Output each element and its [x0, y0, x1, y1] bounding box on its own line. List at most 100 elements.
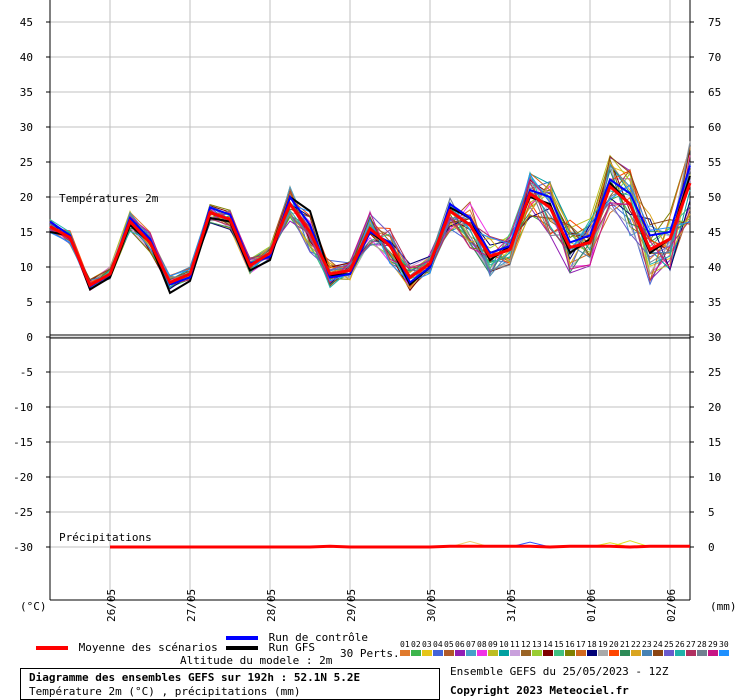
pert-id-14: 14	[543, 640, 553, 649]
pert-swatch-29	[708, 650, 718, 656]
footer-title: Diagramme des ensembles GEFS sur 192h : …	[29, 671, 361, 684]
pert-swatch-01	[400, 650, 410, 656]
pert-id-28: 28	[697, 640, 707, 649]
pert-id-23: 23	[642, 640, 652, 649]
right-tick-label: 35	[708, 296, 721, 309]
x-tick-label: 31/05	[505, 589, 518, 622]
pert-swatch-05	[444, 650, 454, 656]
pert-id-29: 29	[708, 640, 718, 649]
pert-id-20: 20	[609, 640, 619, 649]
pert-id-10: 10	[499, 640, 509, 649]
pert-swatch-18	[587, 650, 597, 656]
pert-swatch-13	[532, 650, 542, 656]
pert-id-01: 01	[400, 640, 410, 649]
left-tick-label: 40	[20, 51, 33, 64]
mean-swatch	[36, 646, 68, 650]
left-tick-label: 5	[26, 296, 33, 309]
legend-control-label: Run de contrôle	[268, 631, 368, 644]
right-tick-label: 65	[708, 86, 721, 99]
pert-id-21: 21	[620, 640, 630, 649]
right-tick-label: 75	[708, 16, 721, 29]
precip-perturbation-line	[609, 540, 651, 548]
left-tick-label: -10	[13, 401, 33, 414]
precip-panel-label: Précipitations	[59, 531, 152, 544]
pert-id-03: 03	[422, 640, 432, 649]
left-tick-label: -15	[13, 436, 33, 449]
ensemble-run-label: Ensemble GEFS du 25/05/2023 - 12Z	[450, 665, 669, 678]
left-unit-label: (°C)	[20, 600, 47, 613]
right-tick-label: 25	[708, 366, 721, 379]
pert-swatch-15	[554, 650, 564, 656]
pert-id-15: 15	[554, 640, 564, 649]
pert-swatch-12	[521, 650, 531, 656]
right-tick-label: 70	[708, 51, 721, 64]
pert-swatch-03	[422, 650, 432, 656]
pert-swatch-26	[675, 650, 685, 656]
left-tick-label: 20	[20, 191, 33, 204]
pert-swatch-16	[565, 650, 575, 656]
pert-id-08: 08	[477, 640, 487, 649]
pert-id-27: 27	[686, 640, 696, 649]
legend-mean-label: Moyenne des scénarios	[78, 641, 218, 654]
axes	[46, 0, 694, 601]
pert-id-09: 09	[488, 640, 498, 649]
pert-swatch-24	[653, 650, 663, 656]
pert-swatch-04	[433, 650, 443, 656]
pert-id-02: 02	[411, 640, 421, 649]
left-tick-label: -5	[20, 366, 33, 379]
right-tick-label: 60	[708, 121, 721, 134]
pert-id-13: 13	[532, 640, 542, 649]
pert-id-17: 17	[576, 640, 586, 649]
grid-lines	[50, 0, 690, 600]
legend-control: Run de contrôle	[226, 631, 368, 644]
x-tick-label: 30/05	[425, 589, 438, 622]
legend-gfs-label: Run GFS	[268, 641, 315, 654]
pert-id-19: 19	[598, 640, 608, 649]
left-tick-label: 15	[20, 226, 33, 239]
right-tick-label: 20	[708, 401, 721, 414]
mean-precipitation-line	[110, 544, 690, 549]
left-tick-label: -30	[13, 541, 33, 554]
left-tick-label: 0	[26, 331, 33, 344]
altitude-label: Altitude du modele : 2m	[180, 654, 333, 667]
pert-swatch-20	[609, 650, 619, 656]
pert-swatch-22	[631, 650, 641, 656]
pert-swatch-30	[719, 650, 729, 656]
series-0-temperature-line	[49, 182, 692, 288]
pert-id-05: 05	[444, 640, 454, 649]
gfs-swatch	[226, 646, 258, 650]
right-tick-label: 15	[708, 436, 721, 449]
pert-swatch-07	[466, 650, 476, 656]
pert-swatch-14	[543, 650, 553, 656]
left-tick-label: 30	[20, 121, 33, 134]
legend-mean: Moyenne des scénarios	[36, 641, 218, 654]
x-tick-label: 02/06	[665, 589, 678, 622]
x-tick-label: 27/05	[185, 589, 198, 622]
right-unit-label: (mm)	[710, 600, 737, 613]
pert-id-12: 12	[521, 640, 531, 649]
x-tick-label: 26/05	[105, 589, 118, 622]
main-series-lines	[49, 165, 692, 549]
perts-label: 30 Perts.	[340, 647, 400, 660]
pert-id-26: 26	[675, 640, 685, 649]
pert-id-22: 22	[631, 640, 641, 649]
right-tick-label: 50	[708, 191, 721, 204]
right-tick-label: 40	[708, 261, 721, 274]
copyright-label: Copyright 2023 Meteociel.fr	[450, 684, 629, 697]
pert-swatch-27	[686, 650, 696, 656]
right-tick-label: 10	[708, 471, 721, 484]
footer-subtitle: Température 2m (°C) , précipitations (mm…	[29, 685, 301, 698]
x-axis-ticks: 26/05 27/05 28/05 29/05 30/05 31/05 01/06 02/06	[105, 589, 678, 622]
control-swatch	[226, 636, 258, 640]
pert-swatch-21	[620, 650, 630, 656]
temperature-panel-label: Températures 2m	[59, 192, 159, 205]
perturbation-legend: 01 02 03 04 05 06 07 08 09 10 11 12 13 14 15 16 17 18 19 20…	[400, 640, 729, 656]
pert-id-06: 06	[455, 640, 465, 649]
pert-id-16: 16	[565, 640, 575, 649]
pert-id-24: 24	[653, 640, 663, 649]
right-tick-label: 45	[708, 226, 721, 239]
pert-swatch-09	[488, 650, 498, 656]
x-tick-label: 28/05	[265, 589, 278, 622]
perturbation-29-line	[49, 155, 691, 292]
left-tick-label: 10	[20, 261, 33, 274]
